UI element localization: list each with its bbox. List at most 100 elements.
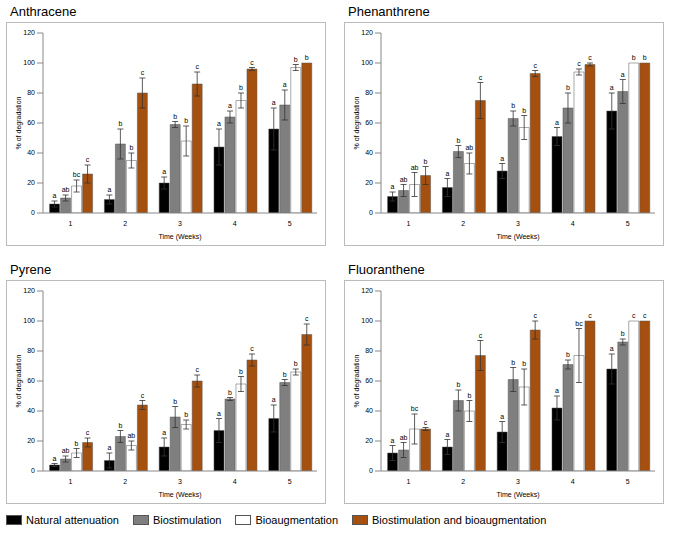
svg-text:c: c [479,74,483,81]
svg-text:c: c [141,392,145,399]
svg-text:80: 80 [27,89,35,96]
svg-text:40: 40 [365,149,373,156]
svg-text:b: b [522,360,526,367]
svg-text:c: c [643,312,647,319]
svg-text:80: 80 [27,347,35,354]
svg-text:a: a [272,99,276,106]
svg-text:a: a [107,444,111,451]
svg-text:Time (Weeks): Time (Weeks) [158,233,201,241]
svg-text:b: b [456,381,460,388]
svg-text:Time (Weeks): Time (Weeks) [158,491,201,499]
svg-text:c: c [250,345,254,352]
svg-text:4: 4 [233,220,237,227]
svg-text:% of degradation: % of degradation [15,354,23,407]
svg-text:a: a [610,345,614,352]
svg-text:c: c [632,312,636,319]
svg-text:a: a [283,81,287,88]
svg-text:0: 0 [31,467,35,474]
svg-text:bc: bc [575,320,583,327]
svg-text:b: b [511,102,515,109]
svg-text:b: b [228,389,232,396]
svg-text:5: 5 [288,478,292,485]
svg-text:a: a [272,396,276,403]
svg-text:b: b [184,117,188,124]
svg-text:c: c [479,332,483,339]
svg-text:c: c [424,419,428,426]
svg-text:0: 0 [369,467,373,474]
svg-text:3: 3 [516,220,520,227]
svg-text:1: 1 [68,220,72,227]
svg-text:60: 60 [365,377,373,384]
svg-text:% of degradation: % of degradation [353,354,361,407]
svg-text:120: 120 [23,29,35,36]
svg-text:a: a [500,413,504,420]
svg-text:0: 0 [369,209,373,216]
svg-text:b: b [511,359,515,366]
svg-text:b: b [173,398,177,405]
svg-text:ab: ab [411,164,419,171]
svg-text:a: a [107,186,111,193]
svg-text:b: b [467,392,471,399]
svg-text:100: 100 [361,59,373,66]
svg-text:1: 1 [406,478,410,485]
svg-text:c: c [533,312,537,319]
svg-text:b: b [118,422,122,429]
svg-text:20: 20 [27,437,35,444]
svg-text:a: a [217,410,221,417]
svg-text:80: 80 [365,89,373,96]
svg-text:c: c [588,312,592,319]
svg-text:ab: ab [62,447,70,454]
svg-text:b: b [424,158,428,165]
svg-text:c: c [577,60,581,67]
svg-text:b: b [305,54,309,61]
svg-text:a: a [53,455,57,462]
svg-text:120: 120 [361,287,373,294]
svg-text:b: b [173,113,177,120]
svg-text:60: 60 [27,377,35,384]
svg-text:5: 5 [626,478,630,485]
svg-text:b: b [632,54,636,61]
svg-text:c: c [86,156,90,163]
svg-text:3: 3 [178,478,182,485]
svg-text:a: a [621,71,625,78]
svg-text:a: a [555,119,559,126]
svg-text:a: a [53,192,57,199]
svg-text:ab: ab [465,144,473,151]
svg-text:60: 60 [27,119,35,126]
svg-text:% of degradation: % of degradation [15,96,23,149]
svg-text:2: 2 [461,478,465,485]
svg-text:40: 40 [27,407,35,414]
svg-text:20: 20 [365,179,373,186]
svg-text:80: 80 [365,347,373,354]
svg-text:b: b [566,84,570,91]
svg-text:a: a [162,168,166,175]
svg-text:40: 40 [365,407,373,414]
svg-text:b: b [239,368,243,375]
svg-text:a: a [610,84,614,91]
svg-text:Time (Weeks): Time (Weeks) [496,491,539,499]
svg-text:2: 2 [123,220,127,227]
svg-text:4: 4 [233,478,237,485]
svg-text:c: c [86,429,90,436]
svg-text:a: a [228,102,232,109]
svg-text:c: c [305,315,309,322]
svg-text:c: c [195,366,199,373]
svg-text:b: b [621,330,625,337]
svg-text:a: a [391,183,395,190]
svg-text:% of degradation: % of degradation [353,96,361,149]
svg-text:b: b [522,107,526,114]
svg-text:2: 2 [461,220,465,227]
svg-text:b: b [294,56,298,63]
svg-text:c: c [250,59,254,66]
svg-text:c: c [195,63,199,70]
svg-text:ab: ab [400,176,408,183]
svg-text:Time (Weeks): Time (Weeks) [496,233,539,241]
svg-text:20: 20 [27,179,35,186]
svg-text:b: b [643,54,647,61]
svg-text:0: 0 [31,209,35,216]
svg-text:b: b [283,371,287,378]
svg-text:2: 2 [123,478,127,485]
svg-text:a: a [391,437,395,444]
svg-text:3: 3 [516,478,520,485]
svg-text:5: 5 [288,220,292,227]
